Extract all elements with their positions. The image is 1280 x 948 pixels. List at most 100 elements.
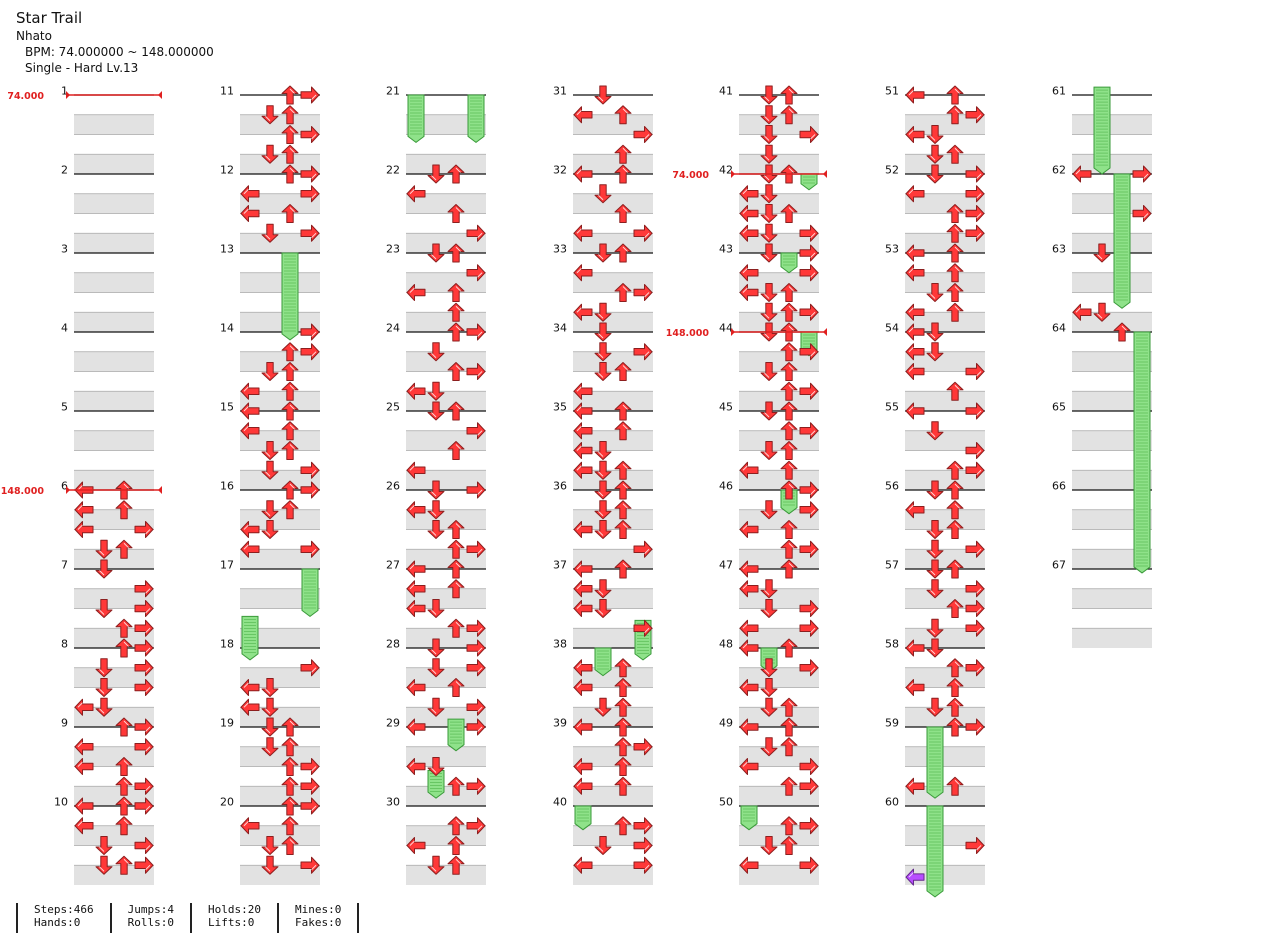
arrow-shape bbox=[281, 85, 299, 105]
arrow-left-icon bbox=[739, 679, 759, 696]
arrow-highlight bbox=[742, 228, 748, 234]
measure-41 bbox=[739, 94, 819, 174]
arrow-highlight bbox=[954, 147, 960, 154]
arrow-shape bbox=[614, 757, 632, 776]
arrow-shape bbox=[594, 836, 612, 855]
arrow-shape bbox=[614, 144, 632, 164]
arrow-shape bbox=[926, 322, 944, 342]
arrow-shape bbox=[799, 540, 819, 558]
arrow-up-icon bbox=[115, 816, 133, 836]
arrow-shape bbox=[780, 737, 798, 757]
arrow-right-icon bbox=[466, 619, 486, 637]
arrow-highlight bbox=[976, 232, 982, 239]
arrow-highlight bbox=[598, 333, 604, 339]
arrow-highlight bbox=[123, 503, 129, 509]
arrow-up-icon bbox=[946, 678, 964, 697]
arrow-highlight bbox=[99, 570, 105, 576]
arrow-highlight bbox=[954, 463, 960, 470]
beat-band bbox=[573, 233, 653, 253]
arrow-shape bbox=[594, 579, 612, 599]
arrow-down-icon bbox=[261, 441, 279, 460]
beat-band bbox=[74, 272, 154, 293]
arrow-down-icon bbox=[926, 421, 944, 441]
arrow-up-icon bbox=[780, 283, 798, 302]
hold-note bbox=[1093, 86, 1111, 175]
arrow-highlight bbox=[976, 173, 982, 179]
arrow-highlight bbox=[598, 352, 604, 359]
arrow-shape bbox=[965, 600, 985, 617]
arrow-shape bbox=[427, 658, 445, 678]
arrow-highlight bbox=[598, 471, 604, 477]
arrow-shape bbox=[739, 619, 759, 637]
arrow-down-icon bbox=[760, 184, 778, 204]
arrow-highlight bbox=[265, 115, 271, 122]
arrow-highlight bbox=[598, 451, 604, 457]
arrow-shape bbox=[799, 343, 819, 361]
arrow-highlight bbox=[243, 188, 249, 195]
arrow-up-icon bbox=[780, 717, 798, 737]
arrow-shape bbox=[573, 382, 593, 400]
arrow-shape bbox=[240, 679, 260, 696]
arrow-shape bbox=[261, 520, 279, 539]
arrow-highlight bbox=[99, 609, 105, 615]
arrow-highlight bbox=[742, 761, 748, 767]
arrow-shape bbox=[447, 539, 465, 559]
arrow-shape bbox=[926, 539, 944, 559]
arrow-down-icon bbox=[261, 362, 279, 381]
arrow-right-icon bbox=[134, 600, 154, 617]
arrow-shape bbox=[594, 342, 612, 362]
arrow-left-icon bbox=[905, 679, 925, 696]
arrow-shape bbox=[946, 480, 964, 500]
arrow-down-icon bbox=[926, 342, 944, 362]
arrow-shape bbox=[926, 618, 944, 638]
beat-band bbox=[1072, 351, 1152, 372]
bpm-change-marker: 148.000 bbox=[666, 328, 827, 339]
arrow-shape bbox=[633, 126, 653, 143]
beat-band bbox=[739, 193, 819, 214]
arrow-left-icon bbox=[406, 382, 426, 400]
bpm-change-marker: 148.000 bbox=[1, 486, 162, 497]
arrow-right-icon bbox=[965, 185, 985, 203]
arrow-shape bbox=[427, 757, 445, 776]
arrow-highlight bbox=[431, 352, 437, 359]
arrow-shape bbox=[281, 342, 299, 362]
arrow-down-icon bbox=[760, 243, 778, 263]
arrow-up-icon bbox=[281, 500, 299, 520]
arrow-highlight bbox=[289, 88, 295, 94]
beat-band bbox=[74, 470, 154, 490]
bpm-value: 74.000 bbox=[672, 170, 709, 181]
arrow-shape bbox=[74, 758, 94, 775]
arrow-shape bbox=[466, 363, 486, 380]
arrow-highlight bbox=[477, 627, 483, 634]
arrow-highlight bbox=[289, 799, 295, 805]
hold-body bbox=[926, 805, 944, 898]
arrow-shape bbox=[281, 441, 299, 460]
arrow-highlight bbox=[576, 425, 582, 432]
arrow-right-icon bbox=[633, 284, 653, 301]
arrow-highlight bbox=[477, 232, 483, 239]
arrow-left-icon bbox=[905, 303, 925, 321]
arrow-right-icon bbox=[134, 679, 154, 696]
arrow-shape bbox=[760, 599, 778, 618]
arrow-shape bbox=[946, 658, 964, 678]
arrow-shape bbox=[261, 836, 279, 855]
measure-number: 67 bbox=[1052, 559, 1066, 572]
arrow-shape bbox=[965, 442, 985, 459]
arrow-highlight bbox=[477, 489, 483, 495]
arrow-shape bbox=[965, 659, 985, 677]
arrow-shape bbox=[739, 758, 759, 775]
arrow-shape bbox=[281, 776, 299, 796]
arrow-shape bbox=[594, 460, 612, 480]
arrow-shape bbox=[406, 758, 426, 775]
arrow-highlight bbox=[742, 188, 748, 195]
arrow-shape bbox=[965, 540, 985, 558]
arrow-highlight bbox=[431, 254, 437, 260]
measure-number: 60 bbox=[885, 796, 899, 809]
arrow-right-icon bbox=[300, 185, 320, 203]
arrow-highlight bbox=[954, 562, 960, 568]
arrow-shape bbox=[760, 223, 778, 243]
arrow-up-icon bbox=[447, 204, 465, 223]
arrow-shape bbox=[614, 480, 632, 500]
arrow-highlight bbox=[576, 228, 582, 234]
arrow-down-icon bbox=[594, 342, 612, 362]
